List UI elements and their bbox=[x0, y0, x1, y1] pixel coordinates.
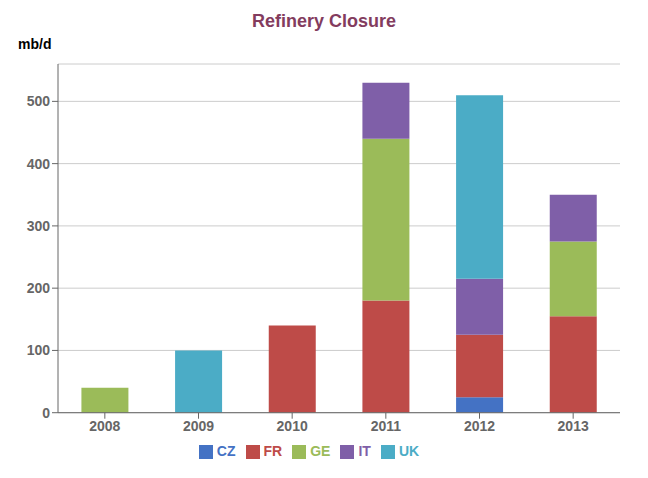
html-text:IT: IT bbox=[358, 442, 371, 459]
svg-text:2009: 2009 bbox=[183, 418, 214, 434]
svg-text:2012: 2012 bbox=[464, 418, 495, 434]
html-text:Refinery Closure: Refinery Closure bbox=[252, 11, 396, 31]
svg-text:100: 100 bbox=[27, 342, 51, 358]
html-text:GE: GE bbox=[310, 442, 331, 459]
svg-text:400: 400 bbox=[27, 156, 51, 172]
svg-text:200: 200 bbox=[27, 280, 51, 296]
svg-text:2008: 2008 bbox=[89, 418, 120, 434]
svg-text:0: 0 bbox=[42, 405, 50, 421]
svg-text:2011: 2011 bbox=[371, 418, 402, 434]
svg-text:300: 300 bbox=[27, 218, 51, 234]
html-text:UK: UK bbox=[398, 442, 420, 459]
html-text:FR: FR bbox=[263, 442, 283, 459]
html-text:mb/d: mb/d bbox=[18, 36, 52, 52]
svg-text:500: 500 bbox=[27, 93, 51, 109]
svg-text:2010: 2010 bbox=[277, 418, 308, 434]
html-text:CZ: CZ bbox=[216, 442, 236, 459]
svg-text:2013: 2013 bbox=[558, 418, 589, 434]
